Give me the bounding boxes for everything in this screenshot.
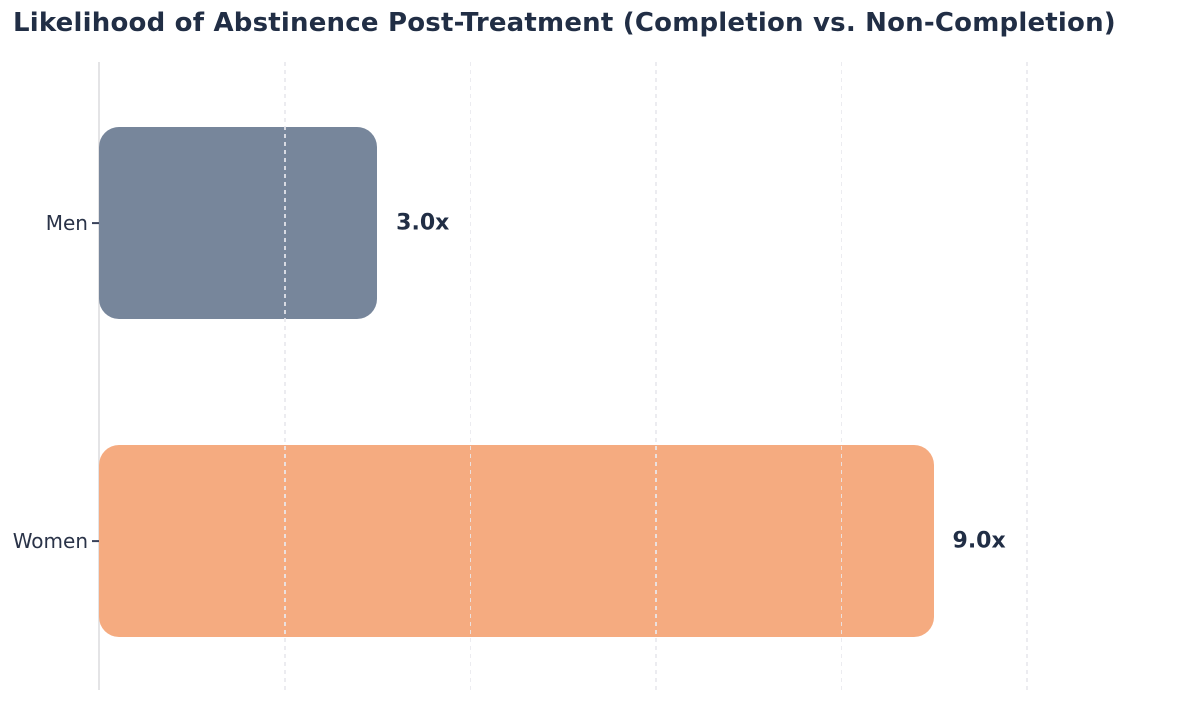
y-axis-line (98, 62, 100, 690)
y-tick-women (92, 540, 99, 542)
bar-men (99, 127, 378, 319)
gridline-x-4 (469, 62, 472, 690)
gridline-x-10 (1026, 62, 1028, 690)
value-label-men: 3.0x (396, 210, 450, 236)
bar-women (99, 445, 934, 637)
value-label-women: 9.0x (952, 528, 1006, 554)
gridline-x-8 (840, 62, 843, 690)
category-label-women: Women (12, 529, 88, 553)
chart-title: Likelihood of Abstinence Post-Treatment … (13, 8, 1116, 38)
category-label-men: Men (45, 211, 88, 235)
gridline-x-2 (284, 62, 286, 690)
plot-area: 3.0x 9.0x (92, 62, 1195, 690)
gridline-x-6 (655, 62, 657, 690)
y-tick-men (92, 222, 99, 224)
